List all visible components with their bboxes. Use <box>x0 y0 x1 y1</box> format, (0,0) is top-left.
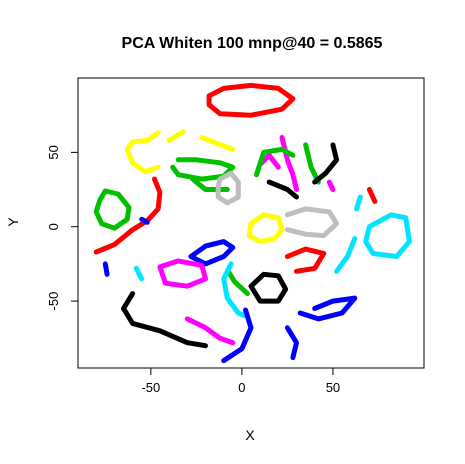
cluster-cyan-bottom <box>133 265 145 282</box>
cluster-cyan-arc <box>221 261 248 319</box>
cluster-black-bottom-left <box>121 291 208 349</box>
cluster-green-center-left <box>170 157 236 182</box>
y-axis-label: Y <box>5 217 21 227</box>
cluster-yellow-dash-2 <box>199 135 236 152</box>
cluster-green-left-ring <box>93 188 132 231</box>
cluster-green-center-right <box>254 146 296 178</box>
cluster-gray-right <box>284 206 340 239</box>
cluster-red-top-ring <box>206 82 296 118</box>
cluster-black-top-right <box>312 142 340 185</box>
cluster-blue-bottom-arc <box>297 295 358 322</box>
plot-frame <box>77 77 425 369</box>
cluster-magenta-small <box>326 179 336 192</box>
y-tick-label: -50 <box>46 292 61 311</box>
cluster-magenta-bottom <box>184 316 236 346</box>
y-tick-label: 50 <box>46 145 61 159</box>
cluster-red-right <box>284 246 327 274</box>
cluster-blue-bottom-2 <box>221 307 254 364</box>
cluster-magenta-right <box>279 135 299 192</box>
cluster-black-center-curves <box>266 179 299 200</box>
cluster-yellow-arc <box>124 130 161 175</box>
cluster-green-right <box>303 142 321 185</box>
x-tick-label: 50 <box>326 380 340 395</box>
point-clusters <box>93 82 412 364</box>
y-axis-ticks: -50 0 50 <box>46 145 78 310</box>
cluster-cyan-top-right <box>354 194 363 212</box>
cluster-cyan-right-ring <box>363 212 412 259</box>
y-tick-label: 0 <box>46 223 61 230</box>
cluster-yellow-dash-1 <box>166 129 187 143</box>
cluster-green-right-2 <box>226 270 250 297</box>
x-axis-label: X <box>245 427 255 443</box>
cluster-blue-dot <box>139 216 150 225</box>
x-tick-label: 0 <box>238 380 245 395</box>
chart-title: PCA Whiten 100 mnp@40 = 0.5865 <box>122 35 383 52</box>
cluster-cyan-right <box>334 236 358 274</box>
x-axis-ticks: -50 0 50 <box>141 368 340 395</box>
cluster-gray-center <box>215 170 241 206</box>
cluster-blue-bottom <box>284 325 299 361</box>
cluster-yellow-center <box>246 212 285 245</box>
cluster-blue-left-small <box>102 261 110 277</box>
cluster-black-center-ring <box>248 271 289 304</box>
cluster-red-right-dash <box>366 187 378 204</box>
cluster-magenta-rings <box>157 258 208 289</box>
cluster-blue-left-ring <box>188 239 236 267</box>
x-tick-label: -50 <box>141 380 160 395</box>
